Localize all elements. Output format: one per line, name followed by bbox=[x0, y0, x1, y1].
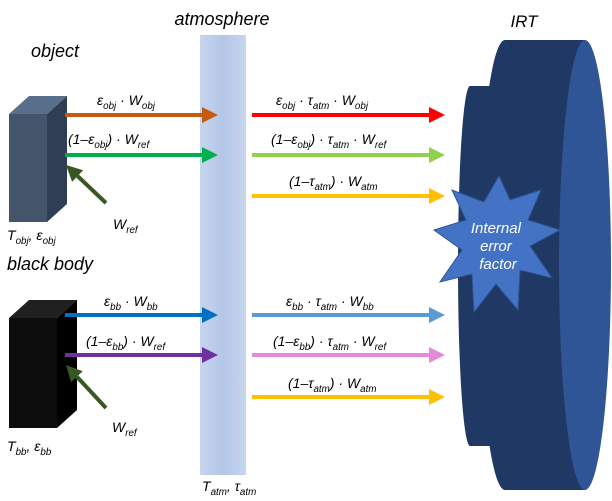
formula-obj-refl-out: (1–εobj) · τatm · Wref bbox=[271, 131, 388, 151]
formula-bb-refl: (1–εbb) · Wref bbox=[86, 333, 166, 353]
atmosphere-label: atmosphere bbox=[174, 9, 269, 29]
formula-obj-emit: εobj · Wobj bbox=[97, 92, 156, 112]
formula-wref-bb: Wref bbox=[112, 419, 138, 439]
arrow-obj-refl-out bbox=[252, 147, 445, 163]
formula-atm-out-2: (1–τatm) · Watm bbox=[288, 375, 377, 395]
arrow-bb-refl-out bbox=[252, 347, 445, 363]
formula-atm-params: Tatm, τatm bbox=[202, 478, 256, 498]
arrow-obj-emit-out bbox=[252, 107, 445, 123]
atmosphere-band bbox=[200, 35, 246, 475]
formula-wref-obj: Wref bbox=[113, 216, 139, 236]
internal-error-burst bbox=[432, 174, 562, 314]
object-label: object bbox=[31, 41, 80, 61]
arrow-atm-out-1 bbox=[252, 188, 445, 204]
arrow-atm-out-2 bbox=[252, 389, 445, 405]
black-body-label: black body bbox=[7, 254, 94, 274]
irt-device bbox=[458, 40, 611, 490]
formula-obj-refl: (1–εobj) · Wref bbox=[68, 131, 151, 151]
formula-bb-params: Tbb, εbb bbox=[7, 438, 52, 458]
arrow-wref-bb bbox=[66, 365, 108, 410]
arrow-bb-emit bbox=[65, 307, 218, 323]
black-body-block bbox=[9, 300, 77, 428]
arrow-obj-refl bbox=[65, 147, 218, 163]
arrow-wref-obj bbox=[66, 165, 108, 205]
formula-bb-emit-out: εbb · τatm · Wbb bbox=[286, 293, 374, 313]
irt-label: IRT bbox=[510, 12, 539, 31]
arrow-obj-emit bbox=[65, 107, 218, 123]
formula-obj-params: Tobj, εobj bbox=[7, 227, 56, 247]
arrow-group bbox=[65, 107, 445, 410]
arrow-bb-refl bbox=[65, 347, 218, 363]
object-block bbox=[9, 96, 67, 222]
formula-atm-out-1: (1–τatm) · Watm bbox=[289, 173, 378, 193]
internal-error-label: Internal error factor bbox=[471, 220, 525, 273]
formula-bb-refl-out: (1–εbb) · τatm · Wref bbox=[273, 333, 387, 353]
formula-group: εobj · Wobj (1–εobj) · Wref εobj · τatm · … bbox=[7, 92, 388, 498]
arrow-bb-emit-out bbox=[252, 307, 445, 323]
formula-obj-emit-out: εobj · τatm · Wobj bbox=[276, 92, 369, 112]
formula-bb-emit: εbb · Wbb bbox=[104, 293, 158, 313]
